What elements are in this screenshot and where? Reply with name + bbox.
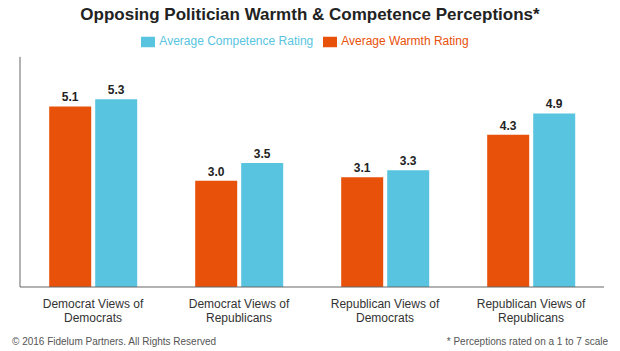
html-text:Average Warmth Rating: Average Warmth Rating bbox=[341, 34, 469, 48]
svg-text:3.3: 3.3 bbox=[400, 154, 417, 168]
svg-text:3.5: 3.5 bbox=[254, 147, 271, 161]
html-text:* Perceptions rated on a 1 to: * Perceptions rated on a 1 to 7 scale bbox=[446, 335, 608, 347]
svg-text:3.1: 3.1 bbox=[354, 161, 371, 175]
svg-text:3.0: 3.0 bbox=[208, 165, 225, 179]
svg-text:4.9: 4.9 bbox=[546, 97, 563, 111]
html-text:© 2016 Fidelum Partners. All R: © 2016 Fidelum Partners. All Rights Rese… bbox=[12, 335, 217, 347]
svg-text:4.3: 4.3 bbox=[500, 119, 517, 133]
svg-text:5.3: 5.3 bbox=[108, 83, 125, 97]
svg-text:Republican Views ofRepublicans: Republican Views ofRepublicans bbox=[477, 297, 586, 325]
svg-text:5.1: 5.1 bbox=[62, 90, 79, 104]
html-text:Opposing Politician Warmth & C: Opposing Politician Warmth & Competence … bbox=[80, 5, 540, 24]
svg-text:Republican Views ofDemocrats: Republican Views ofDemocrats bbox=[331, 297, 440, 325]
svg-text:Democrat Views ofDemocrats: Democrat Views ofDemocrats bbox=[43, 297, 144, 325]
html-text:Average Competence Rating: Average Competence Rating bbox=[159, 34, 314, 48]
svg-text:Democrat Views ofRepublicans: Democrat Views ofRepublicans bbox=[189, 297, 290, 325]
